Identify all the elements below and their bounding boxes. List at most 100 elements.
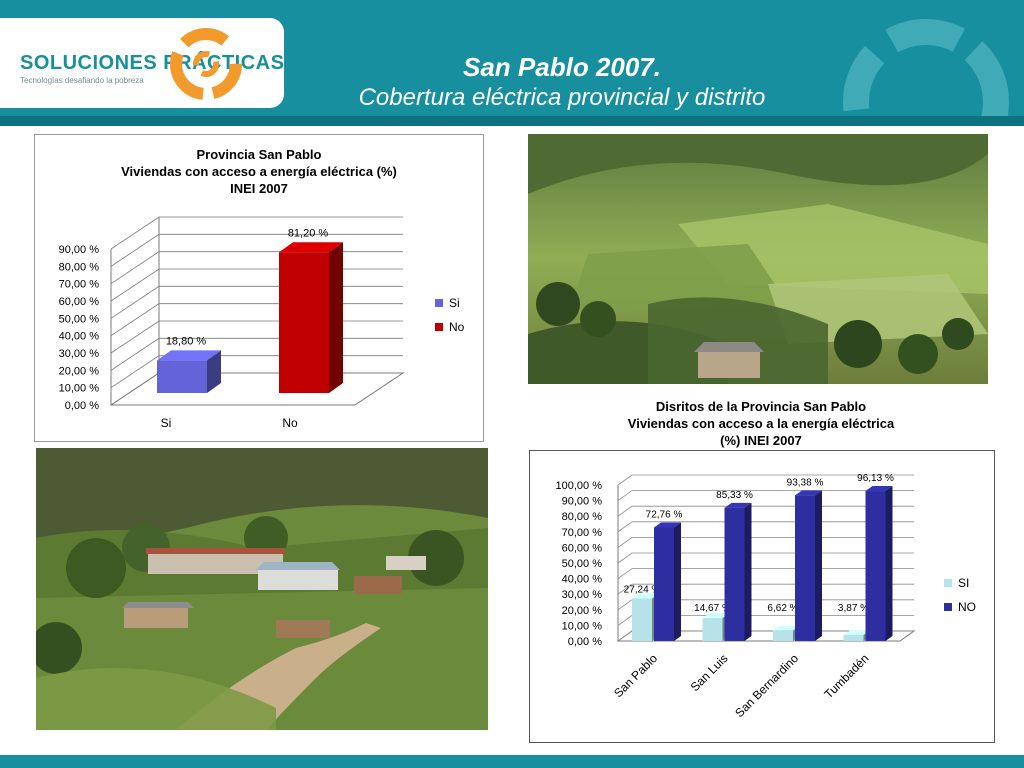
chart2-y-tick-label: 30,00 % <box>562 589 603 601</box>
chart2-bar-no-top <box>795 490 822 496</box>
chart2-bar-si-top <box>632 593 659 599</box>
chart2-bar-no-top <box>724 502 752 508</box>
chart2-bar-no <box>724 507 745 641</box>
chart1-gridline <box>110 320 403 354</box>
chart1-bar-si-top <box>157 350 221 361</box>
chart1-data-label: 81,20 % <box>288 227 329 239</box>
chart2-bar-no <box>795 495 815 641</box>
chart2-bar-no-top <box>865 486 893 492</box>
chart2-y-tick-label: 60,00 % <box>562 542 603 554</box>
chart2-bar-no-side <box>674 522 681 641</box>
chart2-y-tick-label: 100,00 % <box>556 480 603 492</box>
province-chart-frame: Provincia San Pablo Viviendas con acceso… <box>34 134 484 442</box>
chart1-gridline <box>110 285 403 319</box>
chart1-title-line3: INEI 2007 <box>230 181 288 196</box>
logo-tagline: Tecnologías desafiando la pobreza <box>20 76 144 85</box>
chart2-bar-no <box>654 527 674 641</box>
chart1-legend-swatch <box>435 299 443 307</box>
chart1-gridline <box>110 303 403 336</box>
footer-bar <box>0 755 1024 768</box>
chart2-bar-si <box>702 618 723 641</box>
chart2-bar-no-side <box>885 486 893 641</box>
province-bar-chart: Provincia San Pablo Viviendas con acceso… <box>59 147 465 430</box>
chart2-title-line2: Viviendas con acceso a la energía eléctr… <box>627 416 895 431</box>
chart1-y-tick-label: 90,00 % <box>59 244 100 256</box>
chart2-bar-no-side <box>744 502 752 641</box>
chart2-y-tick-label: 80,00 % <box>562 511 603 523</box>
chart1-bar-no-top <box>279 242 343 253</box>
chart2-bar-si-top <box>843 629 871 635</box>
chart2-y-tick-label: 10,00 % <box>562 620 603 632</box>
chart1-y-tick-label: 10,00 % <box>59 383 100 395</box>
chart1-bar-no-side <box>329 242 343 393</box>
chart2-legend-label: NO <box>958 600 976 614</box>
chart2-data-label: 85,33 % <box>716 490 753 501</box>
chart1-y-tick-label: 30,00 % <box>59 348 100 360</box>
chart2-data-label: 3,87 % <box>838 603 869 614</box>
chart2-bar-no-side <box>815 490 822 641</box>
chart2-bar-si-top <box>702 613 730 619</box>
chart1-y-tick-label: 0,00 % <box>65 400 99 412</box>
chart2-y-tick-label: 70,00 % <box>562 527 603 539</box>
chart1-legend-swatch <box>435 323 443 331</box>
districts-bar-chart: 0,00 % 10,00 % 20,00 % 30,00 % 40,00 % 50,00 … <box>556 473 976 720</box>
chart1-y-tick-label: 50,00 % <box>59 313 100 325</box>
chart2-data-label: 96,13 % <box>857 473 894 484</box>
chart1-title-line2: Viviendas con acceso a energía eléctrica… <box>121 164 397 179</box>
chart2-y-tick-label: 40,00 % <box>562 574 603 586</box>
chart2-y-tick-label: 50,00 % <box>562 558 603 570</box>
header-band <box>0 116 1024 126</box>
chart1-gridline <box>110 337 403 371</box>
chart2-x-tick-label: Tumbadén <box>821 651 871 701</box>
chart1-legend-label: Si <box>449 296 460 310</box>
chart1-gridline <box>110 233 403 267</box>
chart2-bar-si <box>843 634 864 641</box>
chart2-bar-si-top <box>773 625 800 631</box>
chart2-data-label: 27,24 % <box>624 585 661 596</box>
districts-chart-frame: 0,00 % 10,00 % 20,00 % 30,00 % 40,00 % 50,00 … <box>529 450 995 743</box>
logo-swirl-icon <box>170 28 242 100</box>
chart2-legend-swatch <box>944 603 952 611</box>
chart2-y-tick-label: 90,00 % <box>562 496 603 508</box>
chart2-title-line1: Disritos de la Provincia San Pablo <box>655 399 867 414</box>
chart2-y-tick-label: 20,00 % <box>562 605 603 617</box>
chart1-x-tick-label: No <box>282 416 298 430</box>
chart2-x-tick-label: San Pablo <box>611 651 660 700</box>
chart2-data-label: 93,38 % <box>787 477 824 488</box>
chart1-bar-no <box>279 252 329 393</box>
logo-box: SOLUCIONES PRÁCTICAS Tecnologías desafia… <box>0 18 284 108</box>
chart1-floor <box>109 372 405 406</box>
chart1-legend-label: No <box>449 320 465 334</box>
districts-chart-title: Disritos de la Provincia San Pablo Vivie… <box>529 398 993 449</box>
chart1-bar-si <box>157 360 207 393</box>
chart2-y-tick-label: 0,00 % <box>568 636 602 648</box>
decorative-ring-icon <box>843 19 1009 120</box>
chart1-gridline <box>110 251 403 284</box>
chart1-y-tick-label: 80,00 % <box>59 261 100 273</box>
chart2-data-label: 6,62 % <box>767 603 798 614</box>
chart2-bar-si <box>773 630 793 641</box>
chart1-y-tick-label: 70,00 % <box>59 279 100 291</box>
chart1-y-tick-label: 60,00 % <box>59 296 100 308</box>
chart1-gridline <box>110 216 403 250</box>
rural-valley-landscape-photo <box>528 134 988 384</box>
chart2-legend-swatch <box>944 579 952 587</box>
chart1-y-tick-label: 20,00 % <box>59 365 100 377</box>
chart2-bar-si <box>632 598 652 641</box>
chart2-title-line3: (%) INEI 2007 <box>720 433 802 448</box>
village-hillside-photo <box>36 448 488 730</box>
chart2-x-tick-label: San Bernardino <box>732 651 801 720</box>
chart2-legend-label: SI <box>958 576 969 590</box>
chart2-bar-no-top <box>654 522 681 528</box>
chart2-data-label: 72,76 % <box>646 509 683 520</box>
chart2-x-tick-label: San Luis <box>688 651 731 694</box>
page-subtitle: Cobertura eléctrica provincial y distrit… <box>358 84 766 111</box>
chart1-data-label: 18,80 % <box>166 335 207 347</box>
chart1-title-line1: Provincia San Pablo <box>197 147 322 162</box>
chart2-gridline <box>617 474 914 486</box>
chart1-x-tick-label: Si <box>161 416 172 430</box>
chart1-y-tick-label: 40,00 % <box>59 331 100 343</box>
chart1-bar-si-side <box>207 350 221 393</box>
page-title: San Pablo 2007. <box>463 52 661 82</box>
chart2-bar-no <box>865 491 886 641</box>
